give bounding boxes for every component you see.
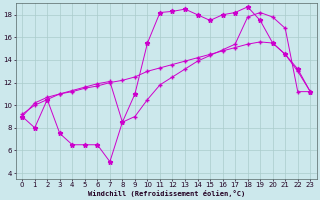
X-axis label: Windchill (Refroidissement éolien,°C): Windchill (Refroidissement éolien,°C) xyxy=(88,190,245,197)
